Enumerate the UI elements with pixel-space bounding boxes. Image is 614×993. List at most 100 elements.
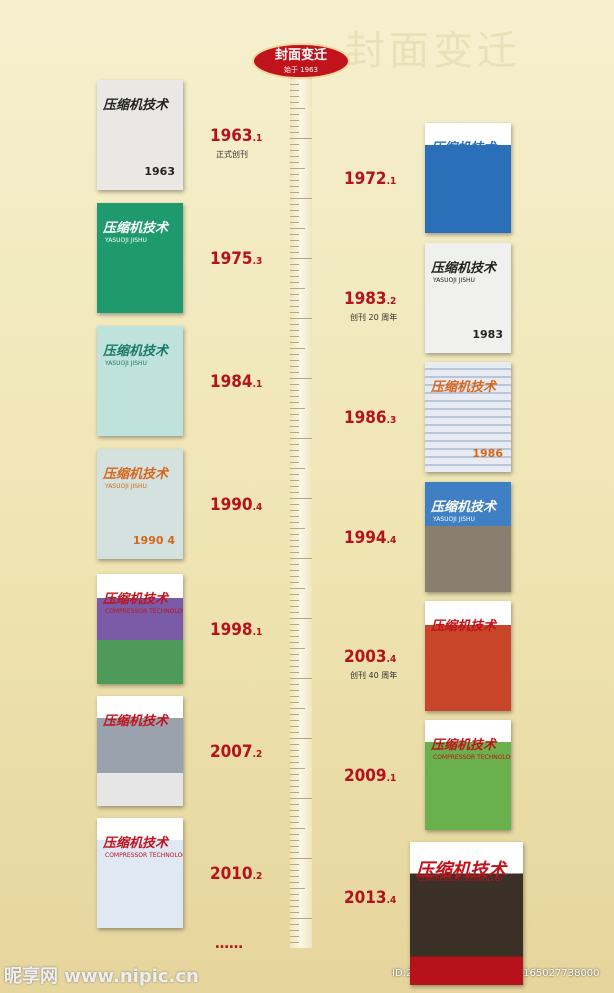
ruler-tick: [290, 420, 299, 421]
ruler-tick: [290, 936, 299, 937]
ruler-tick: [290, 738, 312, 739]
date-issue: .3: [252, 256, 263, 267]
magazine-cover: 压缩机技术 1986: [425, 362, 511, 472]
cover-title: 压缩机技术: [103, 714, 169, 729]
ruler-tick: [290, 456, 299, 457]
date-issue: .3: [386, 415, 397, 426]
issue-date: 1975.3: [210, 249, 262, 269]
date-issue: .2: [252, 871, 263, 882]
cover-subtitle: YASUOJI JISHU: [433, 277, 475, 284]
ruler-tick: [290, 336, 299, 337]
ruler-tick: [290, 618, 312, 619]
ruler-tick: [290, 492, 299, 493]
date-year: 2013: [344, 888, 387, 908]
ruler-tick: [290, 240, 299, 241]
ruler-tick: [290, 810, 299, 811]
ruler-tick: [290, 876, 299, 877]
date-issue: .4: [386, 654, 397, 665]
ruler-tick: [290, 282, 299, 283]
issue-note: 创刊 20 周年: [350, 313, 398, 322]
ruler-tick: [290, 444, 299, 445]
ruler-tick: [290, 108, 305, 109]
ruler-tick: [290, 168, 305, 169]
ruler-tick: [290, 852, 299, 853]
ruler-tick: [290, 426, 299, 427]
ruler-tick: [290, 270, 299, 271]
issue-date: 1972.1: [344, 169, 396, 189]
ruler-tick: [290, 366, 299, 367]
date-issue: .4: [386, 535, 397, 546]
badge-shape: [252, 43, 350, 79]
ruler-tick: [290, 594, 299, 595]
ruler-tick: [290, 342, 299, 343]
cover-subtitle: COMPRESSOR TECHNOLOGY: [105, 852, 183, 859]
cover-year: 1986: [472, 447, 503, 460]
ruler-tick: [290, 348, 305, 349]
ruler-tick: [290, 828, 305, 829]
ruler-tick: [290, 330, 299, 331]
ruler-tick: [290, 660, 299, 661]
ruler-tick: [290, 390, 299, 391]
ruler-tick: [290, 132, 299, 133]
cover-subtitle: COMPRESSOR TECHNOLOGY: [418, 876, 504, 883]
ruler-tick: [290, 438, 312, 439]
ruler-tick: [290, 378, 312, 379]
ruler-tick: [290, 90, 299, 91]
ruler-tick: [290, 318, 312, 319]
ruler-tick: [290, 756, 299, 757]
issue-date: 2013.4: [344, 888, 396, 908]
ruler-tick: [290, 534, 299, 535]
issue-date: 2007.2: [210, 742, 262, 762]
date-issue: .1: [252, 133, 263, 144]
header-subtitle: 始于 1963: [284, 65, 318, 74]
ruler-tick: [290, 894, 299, 895]
ruler-tick: [290, 912, 299, 913]
issue-note: 正式创刊: [216, 150, 248, 159]
cover-title: 压缩机技术: [103, 98, 169, 113]
ruler-tick: [290, 630, 299, 631]
ruler-tick: [290, 294, 299, 295]
cover-year: 1983: [472, 328, 503, 341]
ruler-tick: [290, 516, 299, 517]
ruler-tick: [290, 906, 299, 907]
date-year: 1986: [344, 408, 387, 428]
ruler-tick: [290, 522, 299, 523]
ruler-tick: [290, 396, 299, 397]
date-issue: .1: [252, 379, 263, 390]
ruler-tick: [290, 102, 299, 103]
issue-date: 1998.1: [210, 620, 262, 640]
ruler-tick: [290, 654, 299, 655]
ruler-tick: [290, 498, 312, 499]
ruler-tick: [290, 216, 299, 217]
cover-title: 压缩机技术: [431, 380, 497, 395]
ruler-tick: [290, 564, 299, 565]
ruler-tick: [290, 162, 299, 163]
ruler-tick: [290, 354, 299, 355]
ruler-tick: [290, 234, 299, 235]
cover-title: 压缩机技术: [103, 221, 169, 236]
ruler-tick: [290, 114, 299, 115]
cover-title: 压缩机技术: [103, 836, 169, 851]
cover-title: 压缩机技术: [416, 860, 506, 881]
ruler-tick: [290, 714, 299, 715]
issue-date: 2003.4: [344, 647, 396, 667]
ruler-tick: [290, 384, 299, 385]
cover-subtitle: COMPRESSOR TECHNOLOGY: [105, 608, 183, 615]
issue-date: 2009.1: [344, 766, 396, 786]
magazine-cover: 压缩机技术 1963: [97, 80, 183, 190]
ruler-tick: [290, 156, 299, 157]
issue-date: 1994.4: [344, 528, 396, 548]
ruler-tick: [290, 474, 299, 475]
date-issue: .1: [252, 627, 263, 638]
issue-date: 1984.1: [210, 372, 262, 392]
cover-subtitle: YASUOJI JISHU: [105, 483, 147, 490]
date-year: 1984: [210, 372, 253, 392]
ruler-tick: [290, 360, 299, 361]
date-year: 1998: [210, 620, 253, 640]
ruler-tick: [290, 606, 299, 607]
date-year: 2003: [344, 647, 387, 667]
date-issue: .1: [386, 176, 397, 187]
ruler-tick: [290, 744, 299, 745]
ruler-tick: [290, 120, 299, 121]
